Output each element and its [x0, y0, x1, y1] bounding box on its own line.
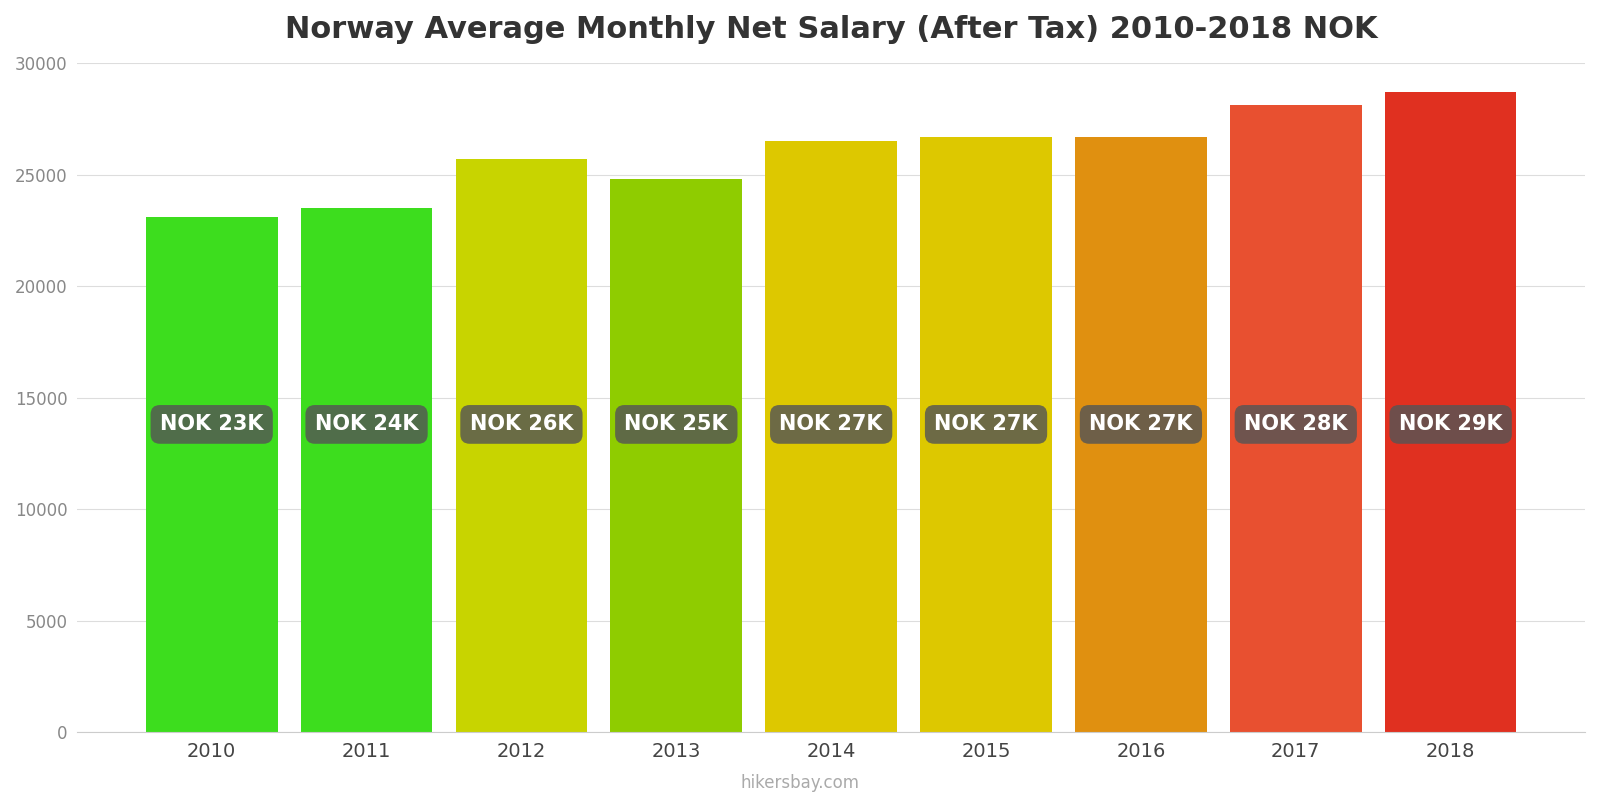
Text: NOK 23K: NOK 23K: [160, 414, 264, 434]
Bar: [301, 208, 432, 732]
Bar: [1230, 106, 1362, 732]
Bar: [1075, 137, 1206, 732]
Bar: [146, 217, 277, 732]
Text: NOK 28K: NOK 28K: [1245, 414, 1347, 434]
Text: NOK 26K: NOK 26K: [470, 414, 573, 434]
Text: NOK 27K: NOK 27K: [779, 414, 883, 434]
Bar: [1386, 92, 1517, 732]
Text: NOK 29K: NOK 29K: [1398, 414, 1502, 434]
Bar: [456, 159, 587, 732]
Text: NOK 24K: NOK 24K: [315, 414, 418, 434]
Bar: [920, 137, 1051, 732]
Title: Norway Average Monthly Net Salary (After Tax) 2010-2018 NOK: Norway Average Monthly Net Salary (After…: [285, 15, 1378, 44]
Bar: [765, 141, 898, 732]
Text: NOK 27K: NOK 27K: [1090, 414, 1192, 434]
Text: hikersbay.com: hikersbay.com: [741, 774, 859, 792]
Text: NOK 25K: NOK 25K: [624, 414, 728, 434]
Bar: [611, 179, 742, 732]
Text: NOK 27K: NOK 27K: [934, 414, 1038, 434]
